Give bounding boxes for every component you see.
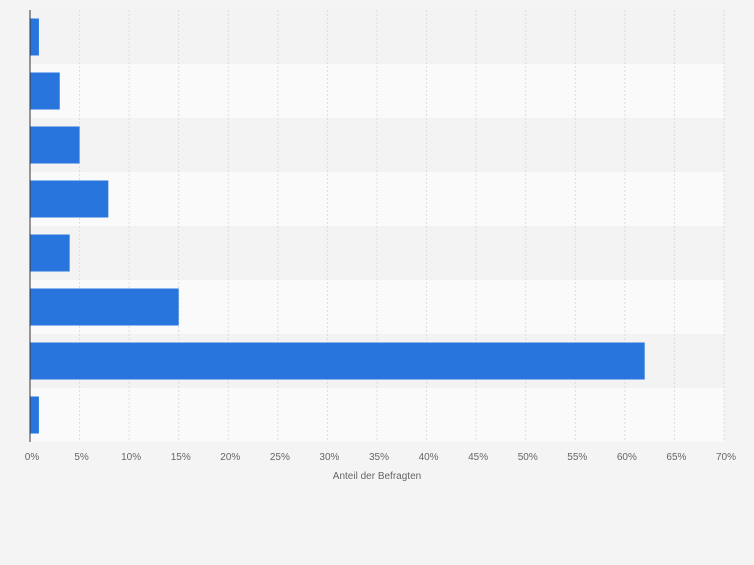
x-tick-label: 55% [567, 452, 587, 463]
bar[interactable] [30, 126, 80, 164]
x-axis-label: Anteil der Befragten [333, 471, 421, 482]
bar[interactable] [30, 72, 60, 110]
bar[interactable] [30, 18, 39, 56]
x-tick-label: 35% [369, 452, 389, 463]
x-tick-label: 70% [716, 452, 736, 463]
x-tick-labels: 0% 5% 10% 15% 20% 25% 30% 35% 40% 45% 50% 55% 60% 65%… [25, 452, 736, 463]
bar[interactable] [30, 234, 70, 272]
x-tick-label: 30% [319, 452, 339, 463]
x-tick-label: 50% [518, 452, 538, 463]
bar[interactable] [30, 342, 645, 380]
x-tick-label: 60% [617, 452, 637, 463]
bar[interactable] [30, 180, 109, 218]
bars [30, 18, 645, 434]
x-tick-label: 20% [220, 452, 240, 463]
x-tick-label: 0% [25, 452, 40, 463]
bar[interactable] [30, 396, 39, 434]
x-tick-label: 5% [74, 452, 89, 463]
x-tick-label: 15% [171, 452, 191, 463]
bar[interactable] [30, 288, 179, 326]
x-tick-label: 40% [419, 452, 439, 463]
x-tick-label: 10% [121, 452, 141, 463]
x-tick-label: 45% [468, 452, 488, 463]
x-tick-label: 65% [666, 452, 686, 463]
x-tick-label: 25% [270, 452, 290, 463]
